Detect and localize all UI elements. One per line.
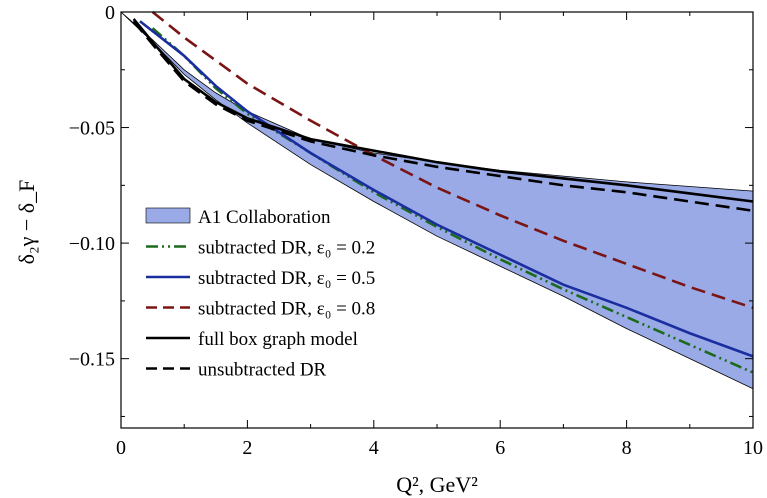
legend-label-4: unsubtracted DR (198, 360, 327, 381)
series-layer (132, 10, 754, 374)
ticks-layer: 0 2 4 6 8 10 0 −0.05 −0.10 −0.15 (69, 2, 763, 459)
series-line-2 (151, 10, 754, 310)
x-tick-label: 2 (242, 437, 252, 459)
legend-swatch-band (145, 207, 191, 224)
legend-label-3: full box graph model (198, 329, 358, 350)
y-tick-label: −0.05 (69, 118, 115, 140)
legend-label-band: A1 Collaboration (198, 207, 331, 228)
x-tick-label: 6 (495, 437, 505, 459)
legend: A1 Collaboration subtracted DR, ε₀ = 0.2 s… (145, 207, 375, 381)
series-line-0 (151, 27, 754, 374)
series-line-1 (139, 20, 754, 358)
x-tick-label: 4 (369, 437, 379, 459)
y-axis-title: δ₂γ − δ_F (14, 180, 39, 265)
y-tick-label: 0 (105, 2, 115, 24)
legend-label-0: subtracted DR, ε₀ = 0.2 (198, 238, 375, 259)
y-tick-label: −0.15 (69, 349, 115, 371)
legend-label-2: subtracted DR, ε₀ = 0.8 (198, 299, 375, 320)
series-line-3 (132, 18, 754, 203)
series-line-4 (132, 20, 754, 213)
x-axis-title: Q², GeV² (396, 472, 478, 497)
x-tick-label: 8 (622, 437, 632, 459)
y-tick-label: −0.10 (69, 233, 115, 255)
legend-label-1: subtracted DR, ε₀ = 0.5 (198, 268, 375, 289)
x-tick-label: 0 (116, 437, 126, 459)
x-tick-label: 10 (743, 437, 763, 459)
